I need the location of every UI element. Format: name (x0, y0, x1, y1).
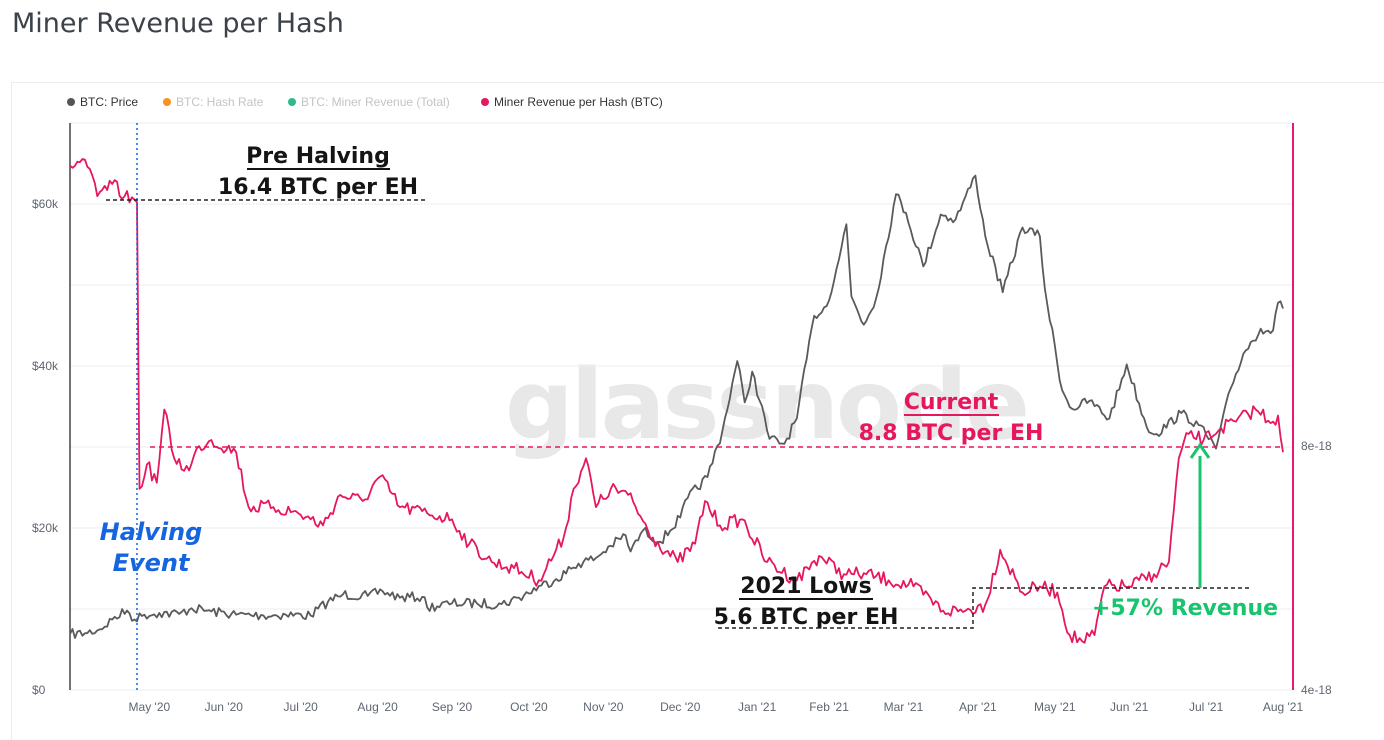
x-tick-label: Sep '20 (432, 700, 473, 714)
x-tick-label: Aug '21 (1263, 700, 1304, 714)
legend-label-price: BTC: Price (80, 95, 138, 109)
x-tick-label: Apr '21 (959, 700, 997, 714)
current-title: Current (904, 390, 999, 415)
legend: BTC: Price BTC: Hash Rate BTC: Miner Rev… (67, 95, 663, 109)
annotations: Pre Halving 16.4 BTC per EH Halving Even… (100, 144, 1283, 630)
y-tick-label-right: 4e-18 (1301, 683, 1332, 697)
legend-label-revenue-per-hash: Miner Revenue per Hash (BTC) (494, 95, 663, 109)
y-tick-label-left: $20k (32, 521, 59, 535)
legend-dot-miner-revenue (288, 98, 296, 106)
ticks: $0 $20k $40k $60k 4e-18 8e-18 May '20 Jun '20 Ju… (32, 197, 1332, 714)
x-tick-label: Jan '21 (738, 700, 777, 714)
lows-leader (718, 587, 1252, 629)
x-tick-label: Jun '20 (205, 700, 244, 714)
watermark: glassnode (505, 349, 1027, 461)
legend-label-hash-rate: BTC: Hash Rate (176, 95, 264, 109)
chart-card (11, 82, 1384, 740)
legend-dot-revenue-per-hash (481, 98, 489, 106)
pre-halving-value: 16.4 BTC per EH (218, 175, 418, 200)
current-value: 8.8 BTC per EH (859, 421, 1044, 446)
y-tick-label-left: $60k (32, 197, 59, 211)
lows-title: 2021 Lows (740, 574, 871, 599)
legend-item-price[interactable]: BTC: Price (67, 95, 138, 109)
x-tick-label: May '21 (1034, 700, 1076, 714)
lows-value: 5.6 BTC per EH (714, 605, 899, 630)
axes (69, 123, 1294, 690)
halving-label-line1: Halving (100, 518, 203, 546)
legend-item-miner-revenue[interactable]: BTC: Miner Revenue (Total) (288, 95, 450, 109)
x-tick-label: Feb '21 (809, 700, 849, 714)
y-tick-label-left: $40k (32, 359, 59, 373)
pre-halving-title: Pre Halving (246, 144, 390, 169)
legend-label-miner-revenue: BTC: Miner Revenue (Total) (301, 95, 450, 109)
legend-dot-hash-rate (163, 98, 171, 106)
revenue-per-hash-line (69, 158, 1284, 644)
revenue-arrow-head (1189, 442, 1211, 459)
price-line (69, 174, 1284, 639)
x-tick-label: Mar '21 (884, 700, 924, 714)
series (69, 123, 1284, 690)
page-title: Miner Revenue per Hash (12, 8, 344, 39)
y-tick-label-left: $0 (32, 683, 46, 697)
x-tick-label: Oct '20 (510, 700, 548, 714)
x-tick-label: Aug '20 (357, 700, 398, 714)
halving-label-line2: Event (113, 549, 191, 577)
x-tick-label: Jun '21 (1110, 700, 1149, 714)
x-tick-label: Dec '20 (660, 700, 701, 714)
x-tick-label: Nov '20 (583, 700, 624, 714)
legend-item-revenue-per-hash[interactable]: Miner Revenue per Hash (BTC) (481, 95, 663, 109)
x-tick-label: May '20 (129, 700, 171, 714)
revenue-change-label: +57% Revenue (1092, 596, 1278, 621)
x-tick-label: Jul '21 (1189, 700, 1224, 714)
y-tick-label-right: 8e-18 (1301, 439, 1332, 453)
legend-item-hash-rate[interactable]: BTC: Hash Rate (163, 95, 264, 109)
x-tick-label: Jul '20 (284, 700, 319, 714)
legend-dot-price (67, 98, 75, 106)
